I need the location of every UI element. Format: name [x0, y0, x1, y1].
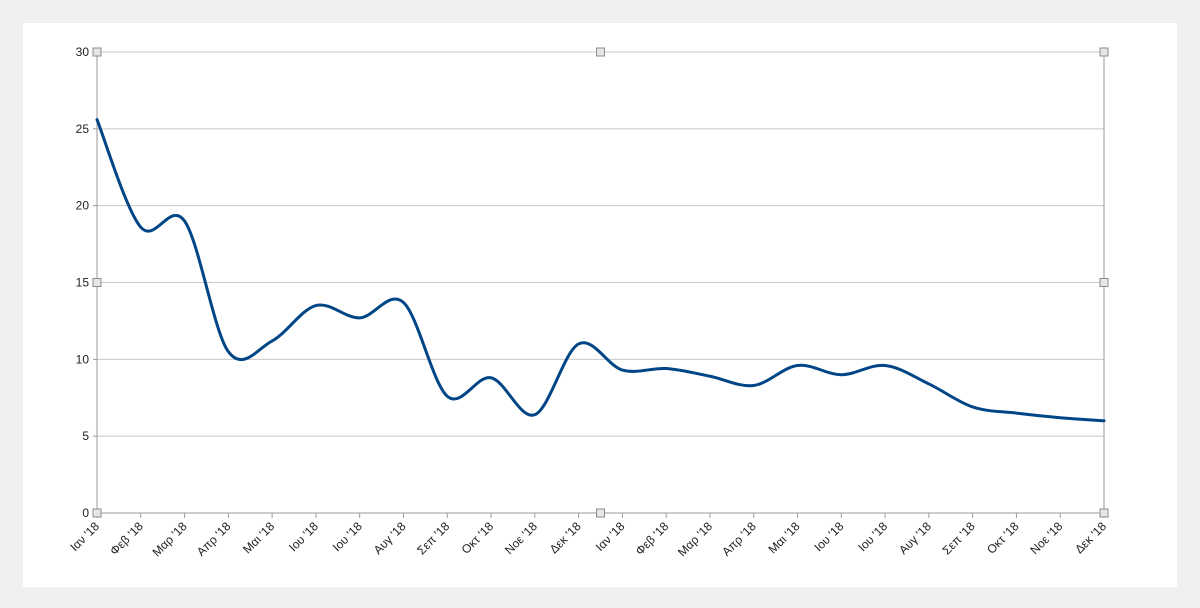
resize-handle[interactable] [92, 47, 102, 57]
x-tick-label: Αυγ '18 [371, 519, 409, 557]
x-tick-label: Ιαν '18 [67, 519, 102, 554]
y-tick-label: 5 [82, 429, 89, 443]
x-tick-label: Αυγ '18 [896, 519, 934, 557]
x-tick-label: Φεβ '18 [633, 519, 672, 558]
resize-handle[interactable] [596, 47, 605, 57]
series-line [95, 118, 1106, 423]
x-tick-label: Ιου '18 [811, 519, 846, 554]
x-tick-label: Νοε '18 [502, 519, 540, 557]
x-tick-label: Μαι '18 [240, 519, 277, 556]
x-tick-label: Ιου '18 [855, 519, 890, 554]
series-layer [95, 118, 1106, 423]
x-tick-label: Απρ '18 [719, 519, 759, 559]
x-tick-label: Δεκ '18 [547, 519, 584, 556]
grid-lines [93, 51, 1105, 518]
resize-handle[interactable] [92, 508, 102, 518]
y-tick-label: 25 [76, 122, 90, 136]
chart-panel: 0 5 10 15 20 25 30 Ιαν '18 Φεβ '18 Μαρ '18 Απρ '1… [23, 23, 1177, 587]
resize-handle[interactable] [1099, 508, 1109, 518]
y-tick-label: 10 [76, 352, 90, 366]
resize-handle[interactable] [92, 278, 102, 287]
y-tick-label: 15 [76, 276, 90, 290]
x-tick-label: Φεβ '18 [107, 519, 146, 558]
y-tick-labels: 0 5 10 15 20 25 30 [76, 45, 90, 520]
x-tick-label: Δεκ '18 [1072, 519, 1109, 556]
x-tick-label: Ιαν '18 [593, 519, 628, 554]
x-tick-label: Μαι '18 [765, 519, 802, 556]
resize-handle[interactable] [1099, 278, 1109, 287]
y-tick-label: 0 [82, 506, 89, 520]
y-tick-label: 30 [76, 45, 90, 59]
selection-handles[interactable] [92, 47, 1109, 518]
y-tick-label: 20 [76, 199, 90, 213]
x-tick-label: Ιου '18 [330, 519, 365, 554]
x-tick-label: Σεπ '18 [414, 519, 452, 557]
x-tick-label: Οκτ '18 [459, 519, 497, 557]
x-tick-label: Ιου '18 [286, 519, 321, 554]
x-tick-label: Νοε '18 [1027, 519, 1065, 557]
x-tick-label: Σεπ '18 [940, 519, 978, 557]
resize-handle[interactable] [1099, 47, 1109, 57]
x-tick-label: Μαρ '18 [675, 519, 715, 559]
resize-handle[interactable] [596, 508, 605, 518]
x-tick-label: Μαρ '18 [150, 519, 190, 559]
x-tick-label: Οκτ '18 [984, 519, 1022, 557]
x-tick-label: Απρ '18 [194, 519, 234, 559]
x-tick-labels: Ιαν '18 Φεβ '18 Μαρ '18 Απρ '18 Μαι '18 Ιου '… [67, 519, 1109, 559]
